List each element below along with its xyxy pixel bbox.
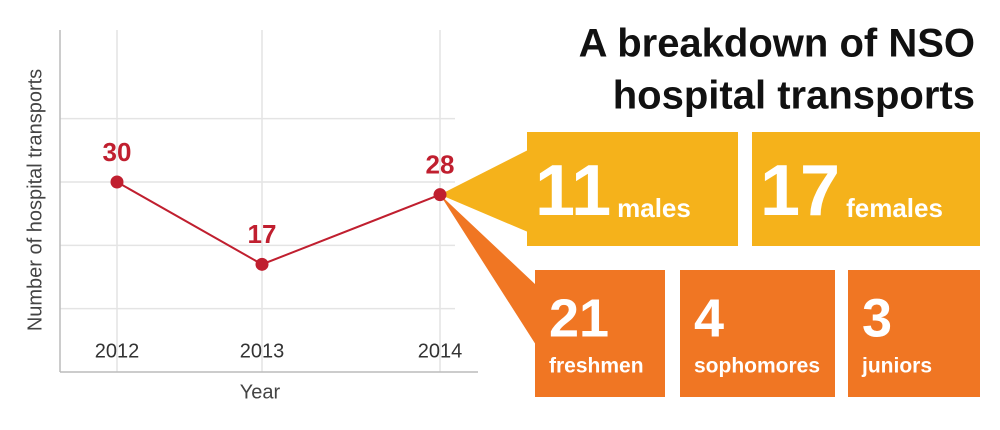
callout-class (440, 194, 536, 345)
count-number: 17 (760, 151, 840, 231)
class-box (535, 270, 665, 397)
x-axis-label: Year (240, 381, 281, 403)
class-label: freshmen (549, 355, 644, 378)
class-label: juniors (861, 355, 932, 378)
callout-gender (440, 150, 528, 232)
gender-box (527, 132, 738, 246)
data-label: 17 (248, 219, 277, 249)
gender-count: 11 males (535, 151, 691, 231)
x-tick-label: 2012 (95, 340, 140, 362)
class-label: sophomores (694, 355, 820, 378)
gender-count: 17 females (760, 151, 943, 231)
data-point (255, 257, 269, 271)
class-count: 21 (549, 288, 609, 348)
count-label: males (617, 193, 691, 223)
title-line: A breakdown of NSO (579, 22, 975, 66)
x-tick-label: 2014 (418, 340, 463, 362)
class-count: 3 (862, 288, 892, 348)
data-point (110, 175, 124, 189)
class-box (848, 270, 980, 397)
y-axis-label: Number of hospital transports (24, 69, 46, 331)
gender-box (752, 132, 980, 246)
count-number: 11 (535, 151, 611, 231)
x-tick-label: 2013 (240, 340, 285, 362)
data-label: 30 (103, 137, 132, 167)
count-label: females (846, 193, 943, 223)
data-label: 28 (426, 150, 455, 180)
data-line (116, 181, 441, 266)
class-count: 4 (694, 288, 724, 348)
title-line: hospital transports (613, 74, 975, 118)
class-box (680, 270, 835, 397)
data-point (433, 188, 447, 202)
